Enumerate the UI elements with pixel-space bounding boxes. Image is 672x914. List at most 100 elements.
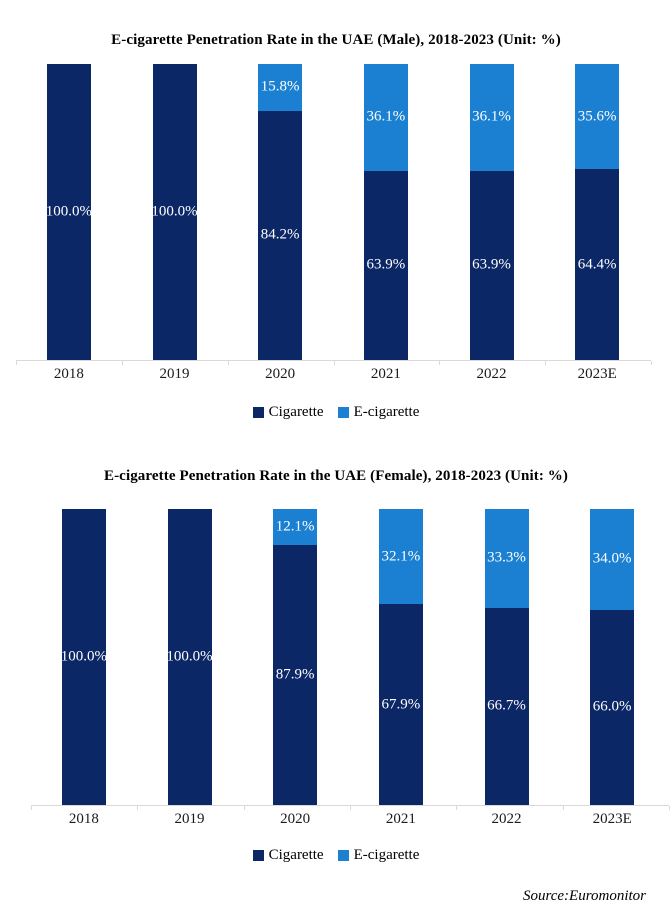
- segment-cigarette: 100.0%: [151, 64, 198, 360]
- legend-swatch-cigarette: [252, 407, 264, 418]
- x-tick-label-2019: 2019: [174, 811, 205, 827]
- chart-title-female: E-cigarette Penetration Rate in the UAE …: [103, 468, 568, 484]
- data-label-ecigarette: 36.1%: [472, 108, 511, 125]
- bar-2018: 0.0%100.0%: [45, 64, 92, 360]
- legend-item-e-cigarette: E-cigarette: [337, 404, 420, 421]
- data-label-cigarette: 63.9%: [472, 256, 511, 273]
- bar-2022: 33.3% 66.7%: [484, 509, 529, 805]
- axis-tick: [669, 806, 670, 810]
- segment-cigarette: 66.7%: [484, 607, 529, 805]
- source-note: Source:Euromonitor: [522, 888, 646, 904]
- segment-ecigarette: 32.1%: [378, 509, 423, 605]
- x-tick-label-2022: 2022: [491, 811, 522, 827]
- data-label-ecigarette: 34.0%: [592, 550, 632, 567]
- data-label-cigarette: 67.9%: [381, 696, 421, 712]
- data-label-cigarette: 84.2%: [260, 226, 300, 243]
- axis-tick: [137, 806, 139, 810]
- bar-2019: 0.0%100.0%: [166, 509, 213, 805]
- legend-label: Cigarette: [268, 847, 324, 863]
- bar-2023E: 34.0% 66.0%: [590, 509, 635, 805]
- data-label-ecigarette: 15.8%: [260, 78, 300, 95]
- axis-tick: [562, 806, 564, 810]
- x-axis-labels-female: 2018 2019 2020 2021 2022 2023E: [31, 811, 665, 829]
- legend-item-cigarette: Cigarette: [252, 847, 324, 864]
- segment-cigarette: 100.0%: [45, 64, 92, 360]
- segment-cigarette: 100.0%: [166, 509, 213, 805]
- x-axis-female: [31, 805, 670, 811]
- plot-area-male: 0.0%100.0% 0.0%100.0% 15.8% 84.2% 36.1% 63.9%…: [16, 64, 650, 360]
- bar-2021: 36.1% 63.9%: [363, 64, 408, 360]
- legend-swatch-e-cigarette: [337, 407, 349, 418]
- segment-ecigarette: 34.0%: [590, 509, 635, 610]
- data-label-cigarette: 66.0%: [592, 698, 632, 715]
- axis-tick: [16, 361, 17, 365]
- segment-cigarette: 100.0%: [60, 509, 107, 805]
- x-tick-label-2018: 2018: [53, 366, 84, 382]
- data-label-cigarette: 87.9%: [275, 666, 315, 683]
- axis-tick: [121, 361, 123, 365]
- legend-item-e-cigarette: E-cigarette: [337, 847, 420, 864]
- data-label-ecigarette: 36.1%: [366, 108, 406, 125]
- segment-ecigarette: 36.1%: [469, 64, 514, 171]
- bar-2020: 15.8% 84.2%: [258, 64, 303, 360]
- legend-swatch-cigarette: [252, 850, 264, 861]
- data-label-ecigarette: 35.6%: [577, 108, 617, 125]
- segment-ecigarette: 15.8%: [258, 64, 303, 111]
- bar-2018: 0.0%100.0%: [60, 509, 107, 805]
- legend-swatch-e-cigarette: [337, 850, 349, 861]
- axis-tick: [651, 361, 652, 365]
- data-label-cigarette: 100.0%: [45, 203, 92, 220]
- legend-label: E-cigarette: [353, 847, 420, 863]
- x-tick-label-2023E: 2023E: [577, 366, 617, 382]
- axis-tick: [243, 806, 245, 810]
- bar-2021: 32.1% 67.9%: [378, 509, 423, 805]
- x-tick-label-2018: 2018: [68, 811, 99, 827]
- x-tick-label-2020: 2020: [280, 811, 311, 827]
- x-axis-male: [16, 360, 652, 366]
- segment-ecigarette: 36.1%: [363, 64, 408, 171]
- bar-2023E: 35.6% 64.4%: [575, 64, 620, 360]
- legend-item-cigarette: Cigarette: [252, 404, 324, 421]
- x-tick-label-2023E: 2023E: [592, 811, 632, 827]
- x-tick-label-2019: 2019: [159, 366, 190, 382]
- axis-tick: [456, 806, 458, 810]
- data-label-cigarette: 66.7%: [487, 697, 526, 714]
- data-label-cigarette: 100.0%: [60, 648, 107, 665]
- axis-tick: [227, 361, 229, 365]
- segment-cigarette: 63.9%: [469, 170, 514, 360]
- legend-label: E-cigarette: [353, 404, 420, 420]
- bar-2020: 12.1% 87.9%: [273, 509, 318, 805]
- legend-male: Cigarette E-cigarette: [0, 404, 672, 421]
- bar-2022: 36.1% 63.9%: [469, 64, 514, 360]
- data-label-ecigarette: 12.1%: [275, 518, 315, 535]
- data-label-ecigarette: 33.3%: [487, 549, 526, 566]
- data-label-cigarette: 64.4%: [577, 256, 617, 273]
- segment-cigarette: 64.4%: [575, 169, 620, 360]
- axis-tick: [545, 361, 547, 365]
- axis-tick: [350, 806, 351, 810]
- data-label-cigarette: 100.0%: [166, 648, 213, 665]
- data-label-cigarette: 100.0%: [151, 203, 198, 220]
- bar-2019: 0.0%100.0%: [151, 64, 198, 360]
- plot-area-female: 0.0%100.0% 0.0%100.0% 12.1% 87.9% 32.1% 67.9%…: [31, 509, 665, 805]
- data-label-cigarette: 63.9%: [366, 256, 406, 273]
- axis-tick: [31, 806, 32, 810]
- axis-tick: [333, 361, 335, 365]
- x-tick-label-2021: 2021: [385, 811, 416, 827]
- x-tick-label-2020: 2020: [265, 366, 296, 382]
- segment-cigarette: 87.9%: [273, 544, 318, 805]
- x-axis-labels-male: 2018 2019 2020 2021 2022 2023E: [16, 366, 650, 384]
- segment-cigarette: 67.9%: [378, 604, 423, 805]
- data-label-ecigarette: 32.1%: [381, 548, 421, 564]
- legend-label: Cigarette: [268, 404, 324, 420]
- segment-ecigarette: 35.6%: [575, 64, 620, 170]
- segment-cigarette: 66.0%: [590, 609, 635, 805]
- segment-ecigarette: 33.3%: [484, 509, 529, 608]
- segment-cigarette: 84.2%: [258, 110, 303, 360]
- segment-ecigarette: 12.1%: [273, 509, 318, 545]
- legend-female: Cigarette E-cigarette: [0, 847, 672, 864]
- x-tick-label-2022: 2022: [476, 366, 507, 382]
- x-tick-label-2021: 2021: [370, 366, 401, 382]
- segment-cigarette: 63.9%: [363, 170, 408, 360]
